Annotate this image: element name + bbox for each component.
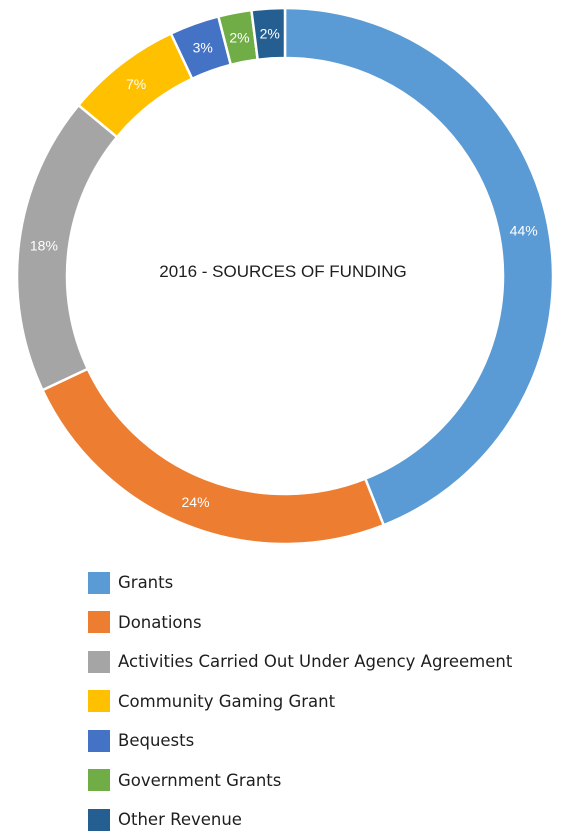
legend-item-bequests: Bequests [88, 721, 512, 761]
slice-other-revenue [250, 6, 287, 62]
legend-item-government-grants: Government Grants [88, 761, 512, 801]
slice-label-grants: 44% [510, 222, 538, 238]
doughnut-chart: 44% 24% 18% 7% 3% 2% 2% 2016 - SOURCES OF FUND… [15, 6, 555, 546]
legend-swatch [88, 729, 110, 752]
slice-label-activities-carried-out-under-agency-agreement: 18% [30, 238, 58, 254]
chart-legend: Grants Donations Activities Carried Out Un… [88, 563, 512, 840]
legend-swatch [88, 769, 110, 792]
slice-label-other-revenue: 2% [260, 25, 280, 41]
legend-label: Activities Carried Out Under Agency Agre… [118, 652, 513, 672]
legend-item-activities-carried-out-under-agency-agreement: Activities Carried Out Under Agency Agre… [88, 642, 512, 682]
legend-item-other-revenue: Other Revenue [88, 800, 512, 840]
legend-swatch [88, 571, 110, 594]
legend-item-donations: Donations [88, 603, 512, 643]
legend-swatch [88, 650, 110, 673]
slice-label-community-gaming-grant: 7% [126, 76, 146, 92]
legend-label: Donations [118, 612, 202, 632]
legend-label: Community Gaming Grant [118, 691, 336, 711]
legend-swatch [88, 611, 110, 634]
slice-grants [283, 6, 555, 527]
legend-swatch [88, 690, 110, 713]
slice-label-government-grants: 2% [229, 29, 249, 45]
slice-donations [40, 367, 386, 546]
legend-label: Other Revenue [118, 810, 242, 830]
legend-label: Bequests [118, 731, 195, 751]
legend-swatch [88, 808, 110, 831]
doughnut-slices [15, 6, 555, 546]
chart-title: 2016 - SOURCES OF FUNDING [159, 262, 407, 281]
slice-label-bequests: 3% [193, 39, 213, 55]
legend-item-community-gaming-grant: Community Gaming Grant [88, 682, 512, 722]
legend-label: Grants [118, 573, 174, 593]
legend-label: Government Grants [118, 770, 282, 790]
slice-labels: 44% 24% 18% 7% 3% 2% 2% [30, 25, 538, 509]
legend-item-grants: Grants [88, 563, 512, 603]
slice-label-donations: 24% [182, 494, 210, 510]
